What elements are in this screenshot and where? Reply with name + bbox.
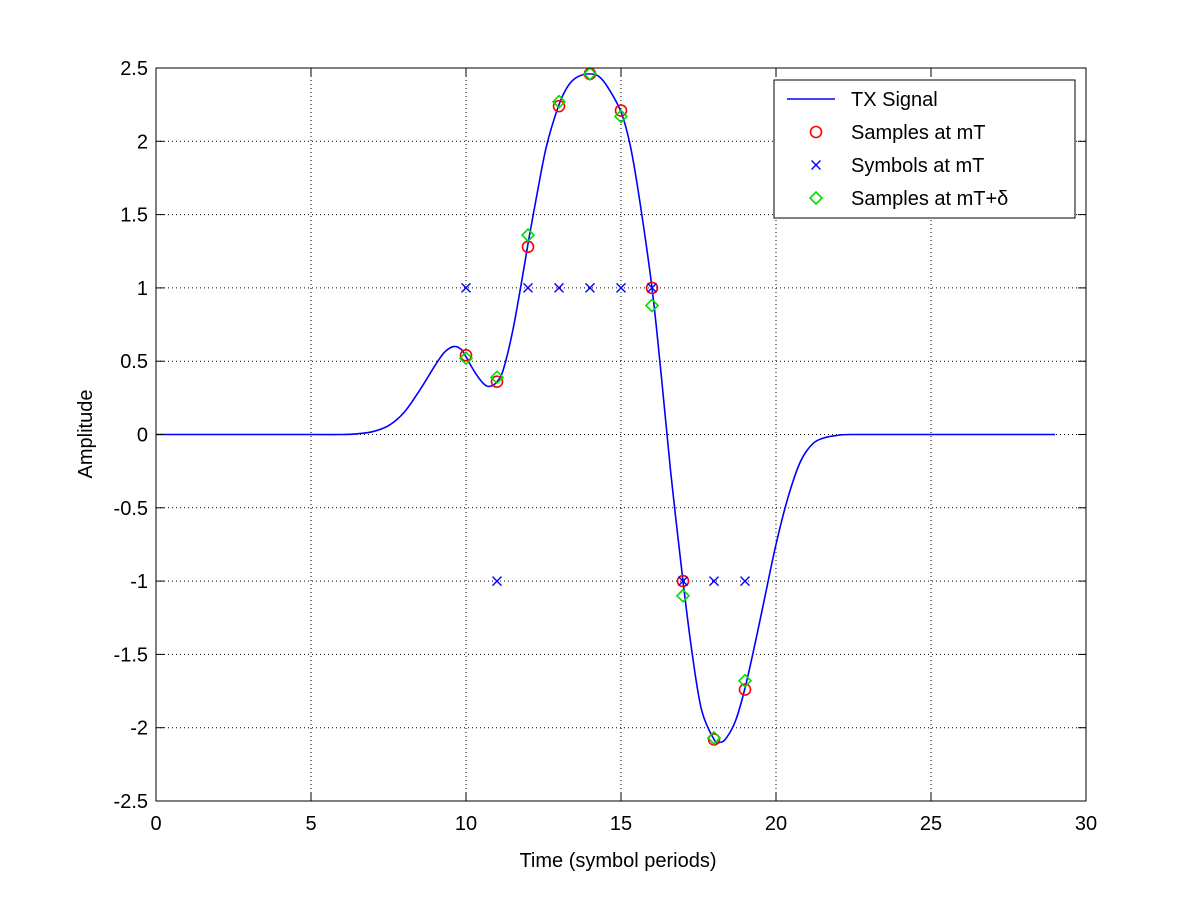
y-tick-label: -2.5 [114, 791, 148, 813]
diamond-marker [582, 66, 598, 81]
diamond-marker [613, 109, 629, 124]
legend-label: TX Signal [851, 89, 938, 111]
y-tick-label: 0.5 [120, 351, 148, 373]
y-tick-label: 1 [137, 278, 148, 300]
diamond-marker [675, 588, 691, 603]
circle-marker [738, 683, 752, 696]
legend-item: Samples at mT [809, 122, 985, 144]
legend-label: Symbols at mT [851, 155, 984, 177]
circle-marker [614, 104, 628, 117]
y-tick-label: 2.5 [120, 58, 148, 80]
diamond-marker [489, 370, 505, 385]
x-marker [523, 282, 533, 293]
y-tick-label: 2 [137, 131, 148, 153]
x-marker [678, 576, 688, 587]
legend-diamond-swatch [808, 190, 824, 206]
circle-marker [490, 375, 504, 389]
x-tick-label: 10 [455, 813, 477, 835]
legend-item: Symbols at mT [811, 155, 984, 177]
legend-circle-swatch [809, 125, 823, 139]
y-tick-label: 1.5 [120, 205, 148, 227]
x-marker [585, 282, 595, 293]
x-marker [492, 576, 502, 587]
y-tick-label: -1 [130, 571, 148, 593]
x-tick-label: 0 [150, 813, 161, 835]
diamond-marker [644, 298, 660, 313]
y-tick-label: -0.5 [114, 498, 148, 520]
y-axis-label: Amplitude [75, 390, 97, 479]
x-marker [740, 576, 750, 587]
x-marker [554, 282, 564, 293]
diamond-marker [737, 673, 753, 688]
x-marker [461, 282, 471, 293]
diamond-marker [520, 227, 536, 243]
x-marker [616, 282, 626, 293]
diamond-marker [706, 730, 722, 746]
circle-marker [552, 99, 566, 113]
x-tick-label: 25 [920, 813, 942, 835]
circle-marker [645, 281, 659, 295]
x-axis-label: Time (symbol periods) [519, 850, 716, 872]
legend: TX Signal Samples at mT Symbols at mT Sampl… [773, 79, 1076, 219]
circle-marker [459, 349, 473, 362]
x-marker [709, 576, 719, 587]
y-tick-label: -2 [130, 718, 148, 740]
legend-item: TX Signal [787, 89, 938, 111]
circle-marker [676, 574, 690, 588]
series-markers-3 [458, 66, 753, 746]
legend-item: Samples at mT+δ [808, 188, 1008, 210]
y-tick-label: -1.5 [114, 644, 148, 666]
series-markers-2 [461, 282, 750, 587]
diamond-marker [458, 351, 474, 366]
x-tick-label: 20 [765, 813, 787, 835]
legend-box [773, 79, 1076, 219]
x-tick-label: 15 [610, 813, 632, 835]
legend-label: Samples at mT [851, 122, 985, 144]
x-tick-label: 5 [305, 813, 316, 835]
series-layer [156, 66, 1055, 746]
diamond-marker [551, 94, 567, 109]
y-tick-label: 0 [137, 425, 148, 447]
legend-label: Samples at mT+δ [851, 188, 1008, 210]
legend-x-swatch [811, 160, 821, 170]
x-tick-label: 30 [1075, 813, 1097, 835]
ticks: 0 5 10 15 20 25 30 -2.5 -2 -1.5 -1 -0.5 0 0.5 1 1.5 2 2.5 [114, 58, 1098, 835]
x-marker [647, 282, 657, 293]
